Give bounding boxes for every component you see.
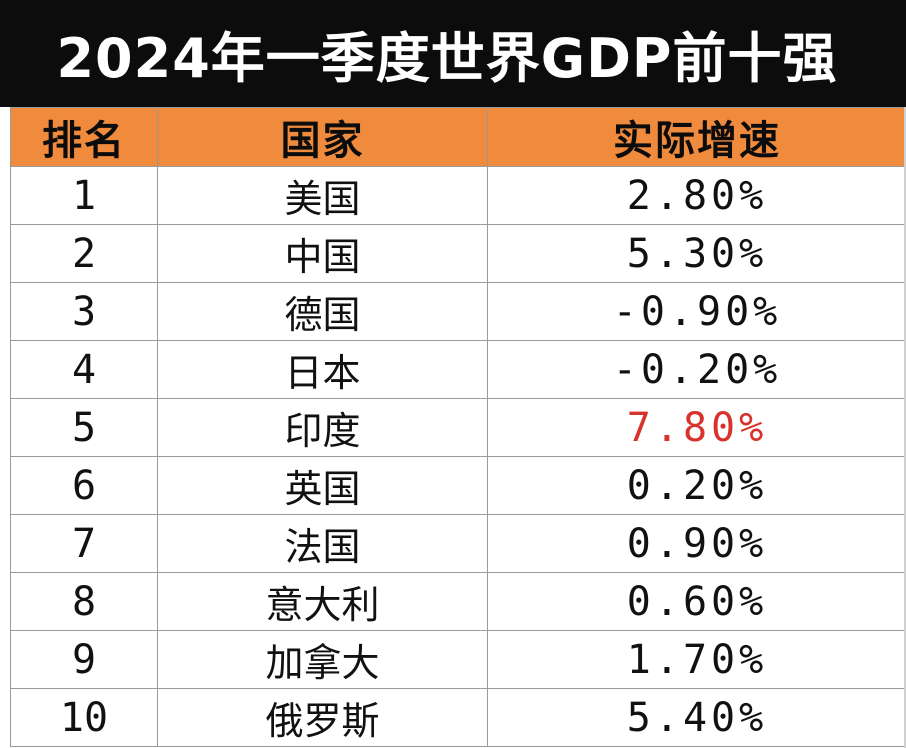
- table-row: 8 意大利 0.60%: [10, 572, 906, 631]
- growth-cell: 0.20%: [487, 456, 906, 515]
- country-cell: 法国: [157, 514, 488, 573]
- table-header-row: 排名 国家 实际增速: [10, 107, 906, 167]
- country-cell: 意大利: [157, 572, 488, 631]
- growth-cell: -0.20%: [487, 340, 906, 399]
- table-row: 6 英国 0.20%: [10, 456, 906, 515]
- rank-cell: 4: [10, 340, 158, 399]
- table-row: 4 日本 -0.20%: [10, 340, 906, 399]
- gdp-ranking-table: 排名 国家 实际增速 1 美国 2.80% 2 中国 5.30% 3 德国 -0…: [10, 107, 906, 747]
- page-title: 2024年一季度世界GDP前十强: [56, 27, 838, 90]
- rank-cell: 6: [10, 456, 158, 515]
- table-row: 9 加拿大 1.70%: [10, 630, 906, 689]
- growth-cell: -0.90%: [487, 282, 906, 341]
- growth-cell: 0.90%: [487, 514, 906, 573]
- growth-cell: 1.70%: [487, 630, 906, 689]
- rank-cell: 1: [10, 166, 158, 225]
- table-row: 1 美国 2.80%: [10, 166, 906, 225]
- country-cell: 印度: [157, 398, 488, 457]
- country-cell: 美国: [157, 166, 488, 225]
- rank-cell: 7: [10, 514, 158, 573]
- growth-cell: 5.40%: [487, 688, 906, 747]
- table-row: 5 印度 7.80%: [10, 398, 906, 457]
- growth-cell-highlighted: 7.80%: [487, 398, 906, 457]
- growth-cell: 5.30%: [487, 224, 906, 283]
- table-row: 10 俄罗斯 5.40%: [10, 688, 906, 747]
- country-cell: 俄罗斯: [157, 688, 488, 747]
- page-title-bar: 2024年一季度世界GDP前十强: [0, 0, 906, 107]
- table-row: 2 中国 5.30%: [10, 224, 906, 283]
- rank-cell: 8: [10, 572, 158, 631]
- rank-cell: 5: [10, 398, 158, 457]
- column-header-country: 国家: [157, 107, 488, 167]
- table-row: 3 德国 -0.90%: [10, 282, 906, 341]
- column-header-growth: 实际增速: [487, 107, 906, 167]
- growth-cell: 2.80%: [487, 166, 906, 225]
- country-cell: 加拿大: [157, 630, 488, 689]
- country-cell: 德国: [157, 282, 488, 341]
- country-cell: 英国: [157, 456, 488, 515]
- table-row: 7 法国 0.90%: [10, 514, 906, 573]
- column-header-rank: 排名: [10, 107, 158, 167]
- rank-cell: 3: [10, 282, 158, 341]
- rank-cell: 10: [10, 688, 158, 747]
- rank-cell: 9: [10, 630, 158, 689]
- table-right-border: [904, 107, 906, 748]
- rank-cell: 2: [10, 224, 158, 283]
- growth-cell: 0.60%: [487, 572, 906, 631]
- country-cell: 日本: [157, 340, 488, 399]
- country-cell: 中国: [157, 224, 488, 283]
